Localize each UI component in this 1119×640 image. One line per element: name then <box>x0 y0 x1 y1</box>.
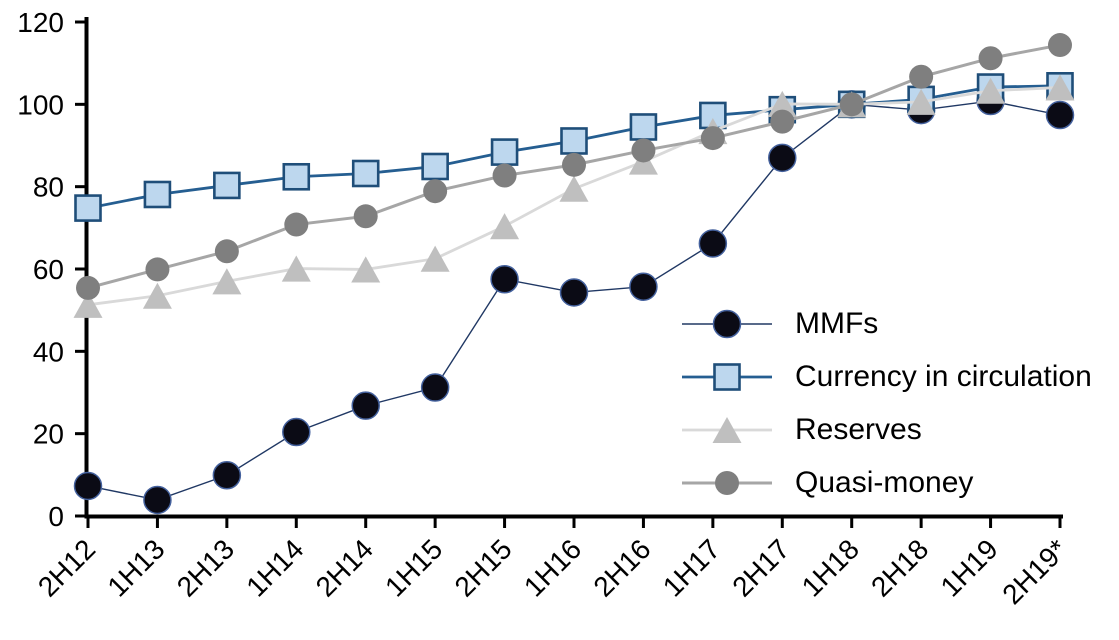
quasi-money-marker <box>562 152 586 177</box>
x-tick-label: 1H19 <box>935 533 1004 602</box>
reserves-marker-icon <box>682 416 772 443</box>
reserves-marker <box>767 90 797 117</box>
currency-in-circulation-marker <box>490 138 519 166</box>
reserves-marker <box>1045 74 1075 101</box>
x-tick-label: 2H14 <box>310 533 379 602</box>
legend-label-reserves: Reserves <box>795 412 922 446</box>
y-tick-label: 40 <box>33 336 64 367</box>
quasi-money-marker <box>423 179 448 204</box>
currency-in-circulation-marker <box>629 113 658 141</box>
legend-label-currency-in-circulation: Currency in circulation <box>795 359 1092 393</box>
x-tick-label: 2H15 <box>449 533 518 602</box>
quasi-money-marker <box>978 46 1003 71</box>
reserves-marker <box>73 291 103 318</box>
mmfs-marker <box>490 265 519 294</box>
mmfs-marker <box>559 278 589 307</box>
x-tick-label: 1H15 <box>379 533 448 602</box>
x-tick-label: 2H13 <box>171 533 240 602</box>
series-quasi-money <box>76 33 1072 300</box>
currency-in-circulation-marker <box>421 152 449 181</box>
mmfs-marker <box>698 229 728 258</box>
mmfs-marker <box>420 373 450 402</box>
mmfs-marker <box>212 460 242 490</box>
legend: MMFs Currency in circulation Reserves Qu… <box>682 297 1092 509</box>
reserves-marker <box>420 245 450 272</box>
reserves-marker <box>559 175 589 202</box>
x-tick-label: 1H14 <box>240 533 309 602</box>
y-tick-label: 80 <box>33 172 64 203</box>
quasi-money-marker <box>770 109 795 134</box>
y-tick-label: 100 <box>17 89 64 120</box>
mmfs-marker <box>712 309 742 338</box>
x-tick-label: 2H17 <box>726 533 795 602</box>
currency-in-circulation-marker <box>74 194 102 222</box>
currency-in-circulation-marker <box>282 162 311 191</box>
quasi-money-marker <box>715 470 739 495</box>
x-tick-label: 1H16 <box>518 533 587 602</box>
y-tick-label: 20 <box>33 419 64 450</box>
mmfs-marker <box>1045 100 1075 130</box>
reserves-marker <box>351 256 381 283</box>
currency-in-circulation-marker <box>213 171 241 200</box>
mmfs-marker <box>629 272 658 301</box>
mmfs-marker <box>282 417 311 447</box>
quasi-money-marker <box>284 212 309 237</box>
mmfs-marker <box>73 471 103 501</box>
x-tick-label: 2H19* <box>996 533 1073 610</box>
quasi-money-marker <box>909 64 934 89</box>
quasi-money-marker <box>631 138 656 163</box>
legend-item-reserves: Reserves <box>682 403 1092 456</box>
currency-in-circulation-marker <box>351 159 380 188</box>
reserves-marker <box>142 282 172 309</box>
mmfs-marker <box>351 391 380 420</box>
reserves-marker <box>490 213 520 240</box>
quasi-money-marker <box>492 163 517 188</box>
mmfs-marker <box>768 143 797 173</box>
x-tick-label: 1H17 <box>657 533 726 602</box>
legend-item-quasi-money: Quasi-money <box>682 456 1092 509</box>
legend-item-currency-in-circulation: Currency in circulation <box>682 350 1092 403</box>
y-tick-label: 0 <box>48 501 64 532</box>
currency-marker-icon <box>682 362 772 391</box>
x-tick-label: 2H16 <box>587 533 656 602</box>
quasi-money-marker <box>700 126 725 151</box>
quasi-money-marker <box>145 257 170 282</box>
legend-label-mmfs: MMFs <box>795 306 879 340</box>
y-tick-label: 120 <box>17 7 64 38</box>
quasi-money-marker-icon <box>682 470 772 495</box>
reserves-marker <box>712 416 742 443</box>
currency-in-circulation-marker <box>143 180 172 209</box>
y-tick-label: 60 <box>33 254 64 285</box>
reserves-marker <box>906 88 936 115</box>
x-tick-label: 2H18 <box>865 533 934 602</box>
x-tick-label: 1H13 <box>101 533 170 602</box>
reserves-marker <box>281 255 311 282</box>
quasi-money-marker <box>839 92 864 117</box>
currency-in-circulation-marker <box>713 362 741 391</box>
quasi-money-marker <box>76 275 100 300</box>
x-tick-label: 2H12 <box>32 533 101 602</box>
legend-item-mmfs: MMFs <box>682 297 1092 350</box>
quasi-money-marker <box>214 239 239 264</box>
mmfs-marker <box>143 485 172 515</box>
quasi-money-marker <box>1048 33 1072 58</box>
reserves-marker <box>976 77 1006 104</box>
quasi-money-marker <box>353 204 378 229</box>
currency-in-circulation-marker <box>560 127 588 155</box>
reserves-marker <box>212 268 242 295</box>
mmfs-marker-icon <box>682 309 772 338</box>
legend-label-quasi-money: Quasi-money <box>795 465 974 499</box>
x-tick-label: 1H18 <box>796 533 865 602</box>
